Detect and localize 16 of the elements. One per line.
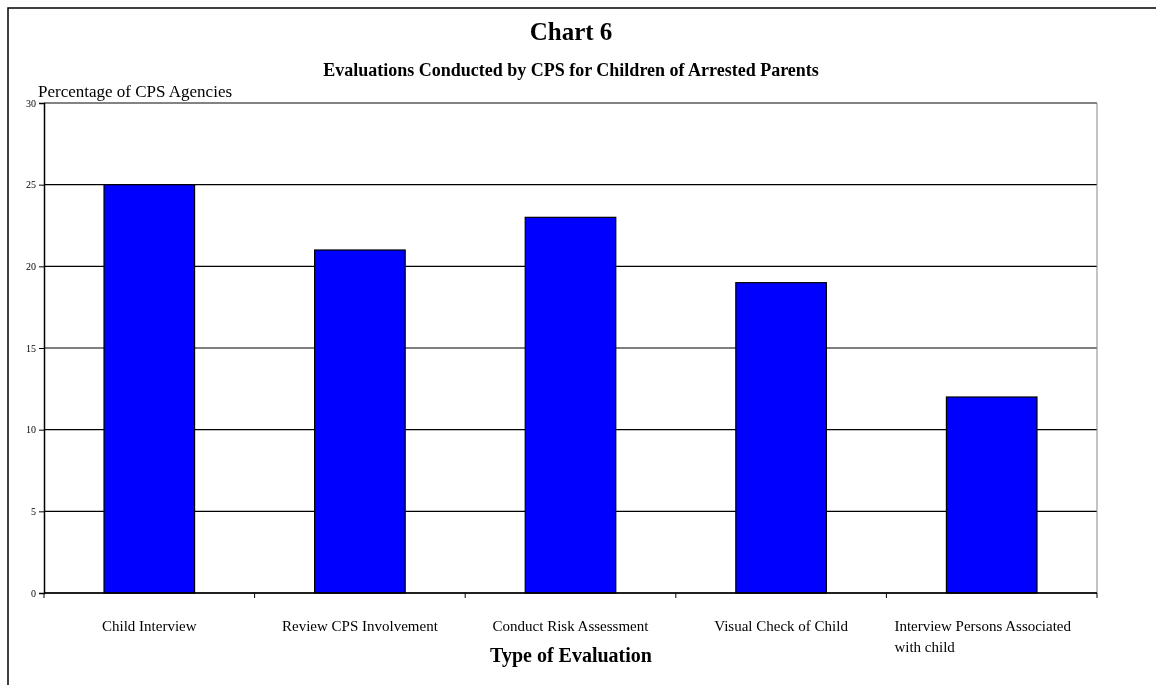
chart-subtitle: Evaluations Conducted by CPS for Children of Arrested Parents <box>323 60 819 80</box>
y-tick-label: 20 <box>26 261 36 273</box>
x-axis-title: Type of Evaluation <box>490 644 652 667</box>
y-tick-label: 15 <box>26 342 36 354</box>
x-tick-label: Visual Check of Child <box>714 618 849 634</box>
chart-title: Chart 6 <box>529 18 613 45</box>
y-tick-label: 25 <box>26 179 36 191</box>
y-axis-title: Percentage of CPS Agencies <box>38 82 233 101</box>
x-tick-label: Conduct Risk Assessment <box>492 618 650 634</box>
y-tick-label: 5 <box>31 506 36 518</box>
x-tick-label: Interview Persons Associated with child <box>894 618 1072 655</box>
y-tick-label: 10 <box>26 424 36 436</box>
x-tick-label: Review CPS Involvement <box>281 618 439 634</box>
x-tick-label: Child Interview <box>102 618 197 634</box>
y-tick-label: 0 <box>31 587 36 599</box>
y-tick-label: 30 <box>26 97 36 109</box>
